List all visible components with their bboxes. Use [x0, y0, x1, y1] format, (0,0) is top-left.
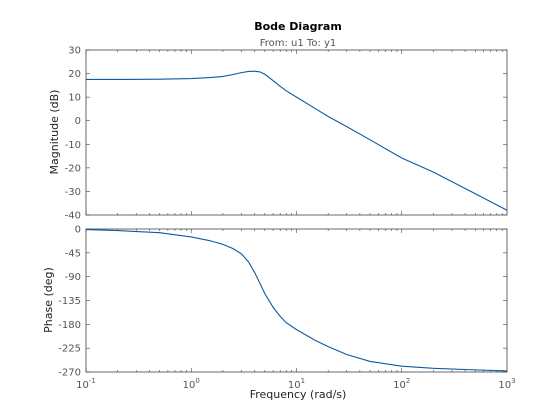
magnitude-axes-frame — [85, 49, 508, 216]
phase-y-axis-label: Phase (deg) — [42, 267, 55, 333]
magnitude-y-axis-label: Magnitude (dB) — [48, 90, 61, 175]
y-tick-label: 0 — [75, 225, 81, 236]
phase-series-line — [85, 228, 508, 372]
y-tick-label: 10 — [68, 93, 81, 104]
x-tick-label-exponent: 2 — [406, 377, 410, 385]
chart-subtitle: From: u1 To: y1 — [260, 38, 337, 49]
y-tick-label: -90 — [65, 272, 81, 283]
x-tick-label-exponent: 3 — [511, 377, 515, 385]
y-tick-label: -45 — [65, 248, 81, 259]
x-tick-label-base: 10 — [183, 380, 196, 391]
y-tick-label: -40 — [65, 211, 81, 222]
x-tick-label: 102 — [393, 377, 410, 391]
magnitude-series-line — [86, 70, 508, 211]
y-tick-label: -180 — [58, 320, 81, 331]
x-tick-label-base: 10 — [393, 380, 406, 391]
y-tick-label: 20 — [68, 69, 81, 80]
x-tick-label-base: 10 — [288, 380, 301, 391]
x-tick-label: 103 — [498, 377, 515, 391]
x-axis-label: Frequency (rad/s) — [250, 388, 347, 401]
phase-axes-frame — [85, 228, 508, 373]
magnitude-x-ticks — [85, 50, 503, 215]
y-tick-label: -30 — [65, 187, 81, 198]
phase-panel: 0 -45 -90 -135 -180 -225 -270 Phase (deg) — [42, 225, 508, 379]
y-tick-label: -270 — [58, 368, 81, 379]
y-tick-label: -225 — [58, 344, 81, 355]
x-tick-labels: 10-1 100 101 102 103 — [76, 377, 515, 391]
x-tick-label-exponent: 0 — [195, 377, 199, 385]
y-tick-label: -10 — [65, 140, 81, 151]
x-tick-label-exponent: -1 — [89, 377, 96, 385]
phase-y-ticks: 0 -45 -90 -135 -180 -225 -270 — [58, 225, 507, 379]
y-tick-label: 30 — [68, 46, 81, 57]
x-tick-label-exponent: 1 — [301, 377, 305, 385]
x-tick-label: 101 — [288, 377, 305, 391]
y-tick-label: -135 — [58, 296, 81, 307]
y-tick-label: -20 — [65, 163, 81, 174]
x-tick-label-base: 10 — [498, 380, 511, 391]
magnitude-panel: 30 20 10 0 -10 -20 -30 -40 Magnitude (dB) — [48, 46, 508, 222]
x-tick-label: 10-1 — [76, 377, 96, 391]
chart-title: Bode Diagram — [254, 20, 342, 33]
y-tick-label: 0 — [75, 116, 81, 127]
x-tick-label: 100 — [183, 377, 200, 391]
x-tick-label-base: 10 — [76, 380, 89, 391]
magnitude-y-ticks: 30 20 10 0 -10 -20 -30 -40 — [65, 46, 507, 222]
